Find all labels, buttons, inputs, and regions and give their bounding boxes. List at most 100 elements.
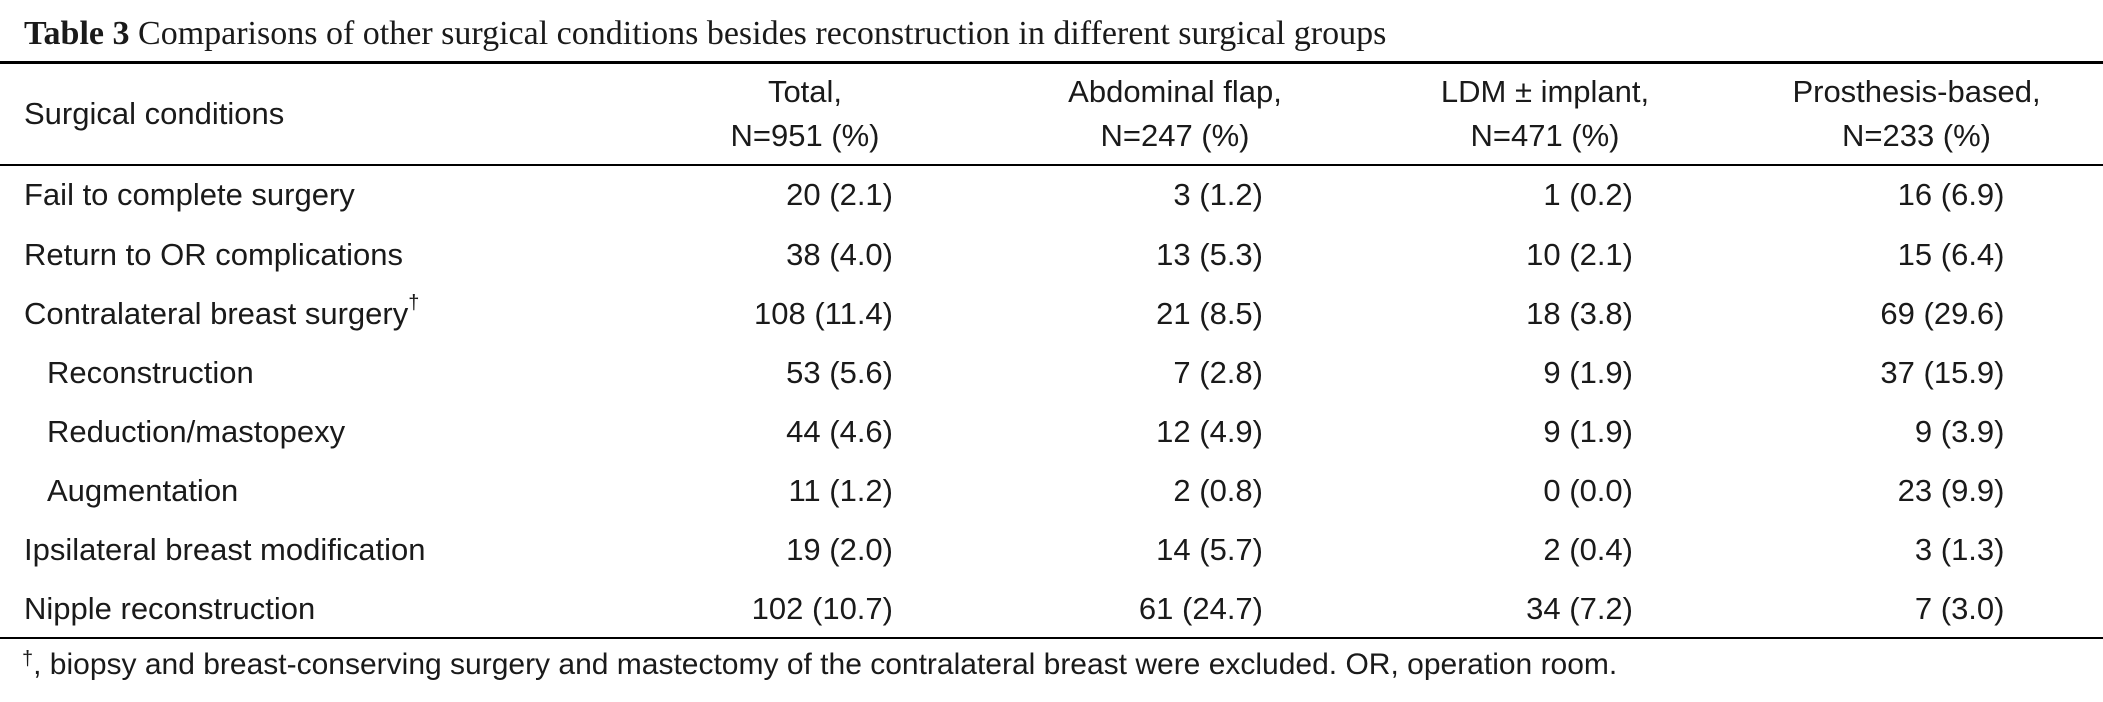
caption-text: Comparisons of other surgical conditions… [138, 15, 1387, 52]
header-abdominal-flap-line2: N=247 (%) [1100, 118, 1250, 153]
cell-ldm-implant: 9 (1.9) [1360, 343, 1730, 402]
cell-value: 10 (2.1) [1526, 236, 1633, 272]
row-label: Ipsilateral breast modification [0, 520, 620, 579]
row-label-text: Contralateral breast surgery [24, 295, 409, 331]
cell-prosthesis-based: 16 (6.9) [1730, 164, 2103, 225]
row-label: Augmentation [0, 461, 620, 520]
cell-value: 7 (2.8) [1173, 354, 1263, 390]
header-abdominal-flap: Abdominal flap, N=247 (%) [990, 64, 1360, 164]
table-caption: Table 3 Comparisons of other surgical co… [24, 10, 1386, 58]
row-label-text: Fail to complete surgery [24, 176, 355, 212]
cell-total: 102 (10.7) [620, 579, 990, 638]
cell-abdominal-flap: 2 (0.8) [990, 461, 1360, 520]
cell-prosthesis-based: 37 (15.9) [1730, 343, 2103, 402]
header-prosthesis-based: Prosthesis-based, N=233 (%) [1730, 64, 2103, 164]
cell-ldm-implant: 18 (3.8) [1360, 284, 1730, 343]
cell-prosthesis-based: 9 (3.9) [1730, 402, 2103, 461]
cell-value: 23 (9.9) [1897, 472, 2005, 508]
row-label-text: Return to OR complications [24, 236, 404, 272]
cell-value: 61 (24.7) [1138, 590, 1263, 626]
table-row: Ipsilateral breast modification 19 (2.0)… [0, 520, 2103, 579]
cell-value: 44 (4.6) [786, 413, 893, 449]
row-label: Nipple reconstruction [0, 579, 620, 638]
cell-ldm-implant: 2 (0.4) [1360, 520, 1730, 579]
cell-value: 12 (4.9) [1156, 413, 1263, 449]
header-total: Total, N=951 (%) [620, 64, 990, 164]
cell-abdominal-flap: 21 (8.5) [990, 284, 1360, 343]
header-surgical-conditions: Surgical conditions [24, 96, 285, 131]
cell-prosthesis-based: 69 (29.6) [1730, 284, 2103, 343]
cell-value: 1 (0.2) [1543, 176, 1633, 212]
table-row: Fail to complete surgery 20 (2.1) 3 (1.2… [0, 164, 2103, 225]
header-total-line1: Total, [767, 74, 843, 109]
cell-total: 11 (1.2) [620, 461, 990, 520]
surgical-conditions-table: Surgical conditions Total, N=951 (%) Abd… [0, 64, 2103, 638]
header-ldm-implant-line2: N=471 (%) [1470, 118, 1620, 153]
row-label-text: Augmentation [47, 472, 239, 508]
cell-value: 102 (10.7) [751, 590, 893, 626]
cell-abdominal-flap: 14 (5.7) [990, 520, 1360, 579]
cell-value: 11 (1.2) [788, 472, 893, 508]
table-footnote: †, biopsy and breast-conserving surgery … [22, 643, 1617, 687]
table-row: Augmentation 11 (1.2) 2 (0.8) 0 (0.0) 23… [0, 461, 2103, 520]
cell-value: 37 (15.9) [1880, 354, 2005, 390]
row-label: Reconstruction [0, 343, 620, 402]
footnote-dagger-mark: † [22, 648, 34, 670]
cell-value: 34 (7.2) [1526, 590, 1633, 626]
cell-abdominal-flap: 13 (5.3) [990, 225, 1360, 284]
cell-ldm-implant: 10 (2.1) [1360, 225, 1730, 284]
cell-ldm-implant: 1 (0.2) [1360, 164, 1730, 225]
cell-total: 19 (2.0) [620, 520, 990, 579]
cell-abdominal-flap: 3 (1.2) [990, 164, 1360, 225]
header-ldm-implant-line1: LDM ± implant, [1440, 74, 1650, 109]
cell-value: 9 (3.9) [1914, 413, 2005, 449]
table-row: Nipple reconstruction 102 (10.7) 61 (24.… [0, 579, 2103, 638]
cell-total: 108 (11.4) [620, 284, 990, 343]
cell-value: 13 (5.3) [1156, 236, 1263, 272]
cell-total: 20 (2.1) [620, 164, 990, 225]
cell-total: 38 (4.0) [620, 225, 990, 284]
cell-abdominal-flap: 7 (2.8) [990, 343, 1360, 402]
footnote-text: , biopsy and breast-conserving surgery a… [33, 648, 1618, 681]
cell-value: 14 (5.7) [1156, 531, 1263, 567]
cell-value: 18 (3.8) [1526, 295, 1633, 331]
row-label-text: Nipple reconstruction [24, 590, 316, 626]
cell-prosthesis-based: 23 (9.9) [1730, 461, 2103, 520]
row-label: Contralateral breast surgery† [0, 284, 620, 343]
row-label: Return to OR complications [0, 225, 620, 284]
bottom-rule [0, 637, 2103, 639]
row-label-text: Reconstruction [47, 354, 254, 390]
row-label: Reduction/mastopexy [0, 402, 620, 461]
table-row: Contralateral breast surgery† 108 (11.4)… [0, 284, 2103, 343]
row-label-text: Ipsilateral breast modification [24, 531, 426, 567]
cell-value: 0 (0.0) [1543, 472, 1633, 508]
dagger-footnote-mark: † [408, 291, 420, 314]
cell-value: 7 (3.0) [1914, 590, 2005, 626]
header-prosthesis-based-line2: N=233 (%) [1841, 118, 1992, 153]
caption-label: Table 3 [24, 15, 130, 52]
top-rule [0, 61, 2103, 64]
cell-prosthesis-based: 7 (3.0) [1730, 579, 2103, 638]
cell-value: 20 (2.1) [786, 176, 893, 212]
table-row: Reconstruction 53 (5.6) 7 (2.8) 9 (1.9) … [0, 343, 2103, 402]
cell-value: 2 (0.4) [1543, 531, 1633, 567]
cell-value: 3 (1.3) [1914, 531, 2005, 567]
cell-value: 3 (1.2) [1173, 176, 1263, 212]
header-total-line2: N=951 (%) [730, 118, 880, 153]
cell-prosthesis-based: 3 (1.3) [1730, 520, 2103, 579]
cell-abdominal-flap: 61 (24.7) [990, 579, 1360, 638]
header-ldm-implant: LDM ± implant, N=471 (%) [1360, 64, 1730, 164]
cell-value: 19 (2.0) [786, 531, 893, 567]
header-row: Surgical conditions Total, N=951 (%) Abd… [0, 64, 2103, 164]
cell-ldm-implant: 9 (1.9) [1360, 402, 1730, 461]
row-label-text: Reduction/mastopexy [47, 413, 346, 449]
cell-prosthesis-based: 15 (6.4) [1730, 225, 2103, 284]
cell-abdominal-flap: 12 (4.9) [990, 402, 1360, 461]
cell-value: 38 (4.0) [786, 236, 893, 272]
cell-total: 44 (4.6) [620, 402, 990, 461]
header-rule [0, 164, 2103, 166]
table-row: Return to OR complications 38 (4.0) 13 (… [0, 225, 2103, 284]
cell-value: 69 (29.6) [1880, 295, 2005, 331]
header-prosthesis-based-line1: Prosthesis-based, [1792, 74, 2041, 109]
cell-total: 53 (5.6) [620, 343, 990, 402]
